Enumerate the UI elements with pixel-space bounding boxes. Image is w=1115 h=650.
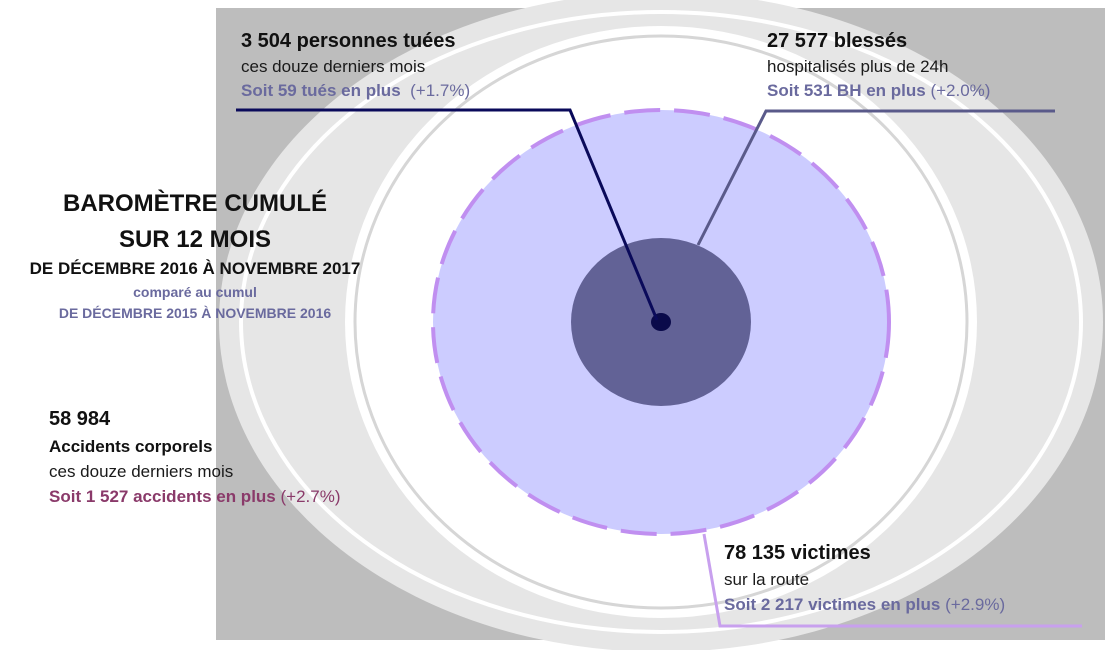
victims-delta: Soit 2 217 victimes en plus [724,595,941,614]
killed-delta: Soit 59 tués en plus [241,81,401,100]
title-line-2: SUR 12 MOIS [118,226,272,253]
injured-sub: hospitalisés plus de 24h [767,57,949,76]
compared-label: comparé au cumul [133,284,257,300]
injured-headline: 27 577 blessés [767,30,908,52]
victims-headline: 78 135 victimes [724,542,871,564]
killed-delta-line: Soit 59 tués en plus (+1.7%) [241,81,470,101]
injured-pct: (+2.0%) [930,81,991,100]
title-period: DE DÉCEMBRE 2016 À NOVEMBRE 2017 [29,259,361,278]
injured-delta: Soit 531 BH en plus [767,81,926,100]
outer-ring-white-line [239,10,1083,634]
accidents-delta-line: Soit 1 527 accidents en plus (+2.7%) [49,487,341,507]
accidents-sub: ces douze derniers mois [49,462,234,481]
injured-leader-line [696,109,1055,246]
accidents-number: 58 984 [49,408,111,430]
accidents-pct: (+2.7%) [280,487,341,506]
victims-delta-line: Soit 2 217 victimes en plus (+2.9%) [724,595,1005,615]
middle-ring-gray-line [353,34,969,610]
injured-delta-line: Soit 531 BH en plus (+2.0%) [767,81,990,101]
victims-leader-line [702,533,1082,628]
killed-headline: 3 504 personnes tuées [241,30,456,52]
title-line-1: BAROMÈTRE CUMULÉ [63,190,327,217]
compared-period: DE DÉCEMBRE 2015 À NOVEMBRE 2016 [58,305,332,321]
killed-sub: ces douze derniers mois [241,57,426,76]
killed-leader-line [236,108,659,321]
accidents-headline: Accidents corporels [49,437,213,456]
victims-pct: (+2.9%) [945,595,1006,614]
accidents-delta: Soit 1 527 accidents en plus [49,487,276,506]
victims-sub: sur la route [724,570,810,589]
killed-pct: (+1.7%) [410,81,471,100]
